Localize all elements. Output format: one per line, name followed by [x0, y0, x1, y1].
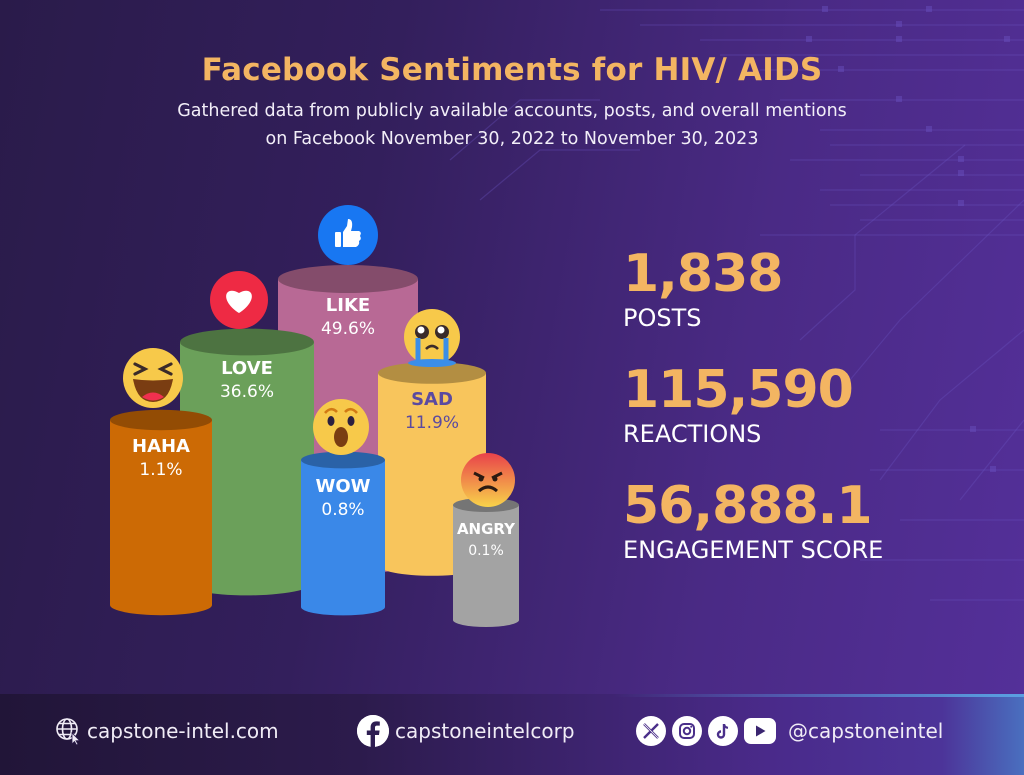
page-title: Facebook Sentiments for HIV/ AIDS: [201, 52, 823, 88]
page-subtitle: Gathered data from publicly available ac…: [0, 97, 1024, 153]
value-label-wow: 0.8%: [321, 500, 364, 520]
stat-value-engagement: 56,888.1: [623, 476, 873, 536]
category-label-angry: ANGRY: [457, 520, 516, 538]
cylinder-angry: [453, 498, 519, 627]
cylinder-body-angry: [453, 505, 519, 627]
surprised-face-icon: [313, 399, 369, 455]
category-label-sad: SAD: [411, 389, 453, 410]
footer-social-links: @capstoneintel: [636, 716, 943, 746]
thumbs-up-icon: [318, 205, 378, 265]
cylinder-body-love: [180, 342, 314, 596]
stat-engagement: 56,888.1 ENGAGEMENT SCORE: [623, 477, 883, 565]
value-label-angry: 0.1%: [468, 543, 504, 559]
stat-label-engagement: ENGAGEMENT SCORE: [623, 536, 884, 564]
stat-label-posts: POSTS: [623, 304, 702, 332]
stats-panel: 1,838 POSTS 115,590 REACTIONS 56,888.1 E…: [623, 245, 883, 593]
social-handle-text: @capstoneintel: [788, 719, 944, 743]
globe-icon: [56, 718, 81, 745]
sentiment-cylinder-chart: HAHA 1.1% LOVE 36.6% LIKE 49.6% WOW 0.8% SAD 11.9…: [110, 205, 519, 627]
instagram-icon[interactable]: [672, 716, 702, 746]
crying-face-icon: [404, 309, 460, 367]
category-label-like: LIKE: [326, 295, 370, 316]
cylinder-body-wow: [301, 460, 385, 616]
value-label-sad: 11.9%: [405, 413, 459, 433]
website-text: capstone-intel.com: [87, 719, 279, 743]
value-label-love: 36.6%: [220, 382, 274, 402]
cylinder-top-sad: [378, 362, 486, 384]
subtitle-line-2: on Facebook November 30, 2022 to Novembe…: [265, 129, 759, 149]
x-icon[interactable]: [636, 716, 666, 746]
stat-value-posts: 1,838: [623, 244, 783, 304]
cylinder-wow: [301, 451, 385, 616]
subtitle-line-1: Gathered data from publicly available ac…: [177, 101, 847, 121]
stat-value-reactions: 115,590: [623, 360, 854, 420]
facebook-icon: [357, 715, 389, 747]
tiktok-icon[interactable]: [708, 716, 738, 746]
cylinder-body-haha: [110, 420, 212, 616]
footer-facebook-link[interactable]: capstoneintelcorp: [357, 715, 575, 747]
cylinder-top-wow: [301, 451, 385, 469]
category-label-love: LOVE: [221, 358, 273, 379]
cylinder-haha: [110, 409, 212, 616]
cylinder-top-haha: [110, 409, 212, 431]
heart-icon: [210, 271, 268, 329]
value-label-haha: 1.1%: [139, 460, 182, 480]
cylinder-top-love: [180, 328, 314, 356]
footer: capstone-intel.com capstoneintelcorp @ca…: [0, 694, 1024, 775]
facebook-text: capstoneintelcorp: [395, 719, 575, 743]
laughing-face-icon: [123, 348, 183, 408]
cylinder-top-like: [278, 265, 418, 293]
stat-posts: 1,838 POSTS: [623, 245, 883, 333]
stat-reactions: 115,590 REACTIONS: [623, 361, 883, 449]
stat-label-reactions: REACTIONS: [623, 420, 762, 448]
cylinder-love: [180, 328, 314, 596]
footer-website-link[interactable]: capstone-intel.com: [55, 716, 279, 746]
category-label-haha: HAHA: [132, 436, 190, 457]
category-label-wow: WOW: [315, 476, 370, 497]
value-label-like: 49.6%: [321, 319, 375, 339]
youtube-icon[interactable]: [744, 718, 776, 744]
angry-face-icon: [461, 453, 515, 507]
